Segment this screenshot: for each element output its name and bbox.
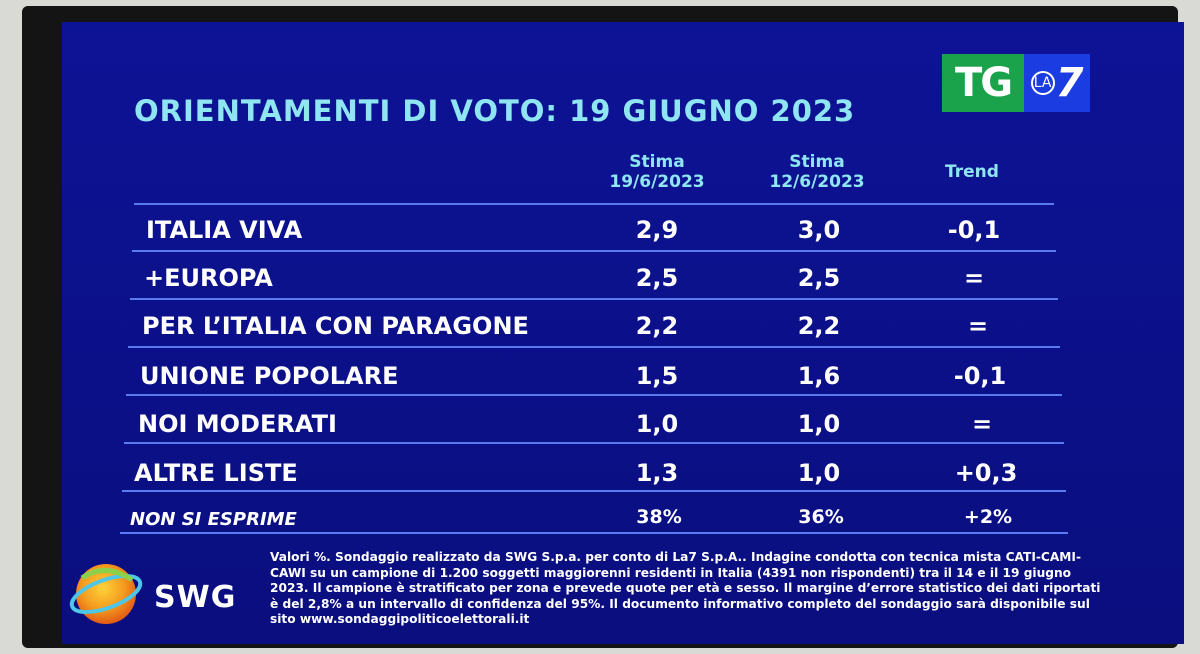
column-header-previous: Stima 12/6/2023 (742, 152, 892, 192)
table-cell-previous: 2,2 (797, 312, 841, 340)
table-cell-trend: = (963, 264, 985, 292)
table-row-label: PER L’ITALIA CON PARAGONE (142, 312, 529, 340)
table-row-label: +EUROPA (144, 264, 273, 292)
column-header-current-date: 19/6/2023 (609, 172, 705, 192)
row-separator (120, 532, 1068, 534)
row-separator (124, 442, 1064, 444)
table-cell-current: 2,9 (635, 216, 679, 244)
table-cell-previous: 1,6 (797, 362, 841, 390)
column-header-current-label: Stima (629, 152, 685, 172)
la7-logo: LA 7 (1024, 54, 1090, 112)
non-si-esprime-previous: 36% (798, 506, 844, 528)
methodology-note: Valori %. Sondaggio realizzato da SWG S.… (270, 550, 1101, 626)
non-si-esprime-trend: +2% (963, 506, 1013, 528)
la7-logo-seven: 7 (1055, 60, 1084, 106)
globe-icon (69, 564, 143, 624)
row-separator (130, 298, 1058, 300)
poll-screen: ORIENTAMENTI DI VOTO: 19 GIUGNO 2023 TG … (62, 22, 1184, 644)
row-separator (128, 346, 1060, 348)
non-si-esprime-current: 38% (636, 506, 682, 528)
swg-logo-text: SWG (154, 580, 237, 615)
table-row-label: UNIONE POPOLARE (140, 362, 399, 390)
non-si-esprime-label: NON SI ESPRIME (130, 509, 297, 530)
tv-frame: ORIENTAMENTI DI VOTO: 19 GIUGNO 2023 TG … (22, 6, 1184, 648)
table-cell-trend: +0,3 (954, 459, 1018, 487)
column-header-trend: Trend (945, 162, 999, 182)
table-cell-current: 1,0 (635, 410, 679, 438)
la7-logo-la: LA (1030, 71, 1055, 95)
table-row-label: ITALIA VIVA (146, 216, 303, 244)
table-cell-previous: 2,5 (797, 264, 841, 292)
row-separator (134, 203, 1054, 205)
column-header-previous-label: Stima (789, 152, 845, 172)
table-cell-current: 2,2 (635, 312, 679, 340)
table-cell-previous: 1,0 (797, 410, 841, 438)
table-cell-current: 2,5 (635, 264, 679, 292)
table-row-label: NOI MODERATI (138, 410, 337, 438)
table-cell-previous: 3,0 (797, 216, 841, 244)
table-cell-previous: 1,0 (797, 459, 841, 487)
tg-logo: TG (942, 54, 1024, 112)
row-separator (122, 490, 1066, 492)
table-cell-current: 1,5 (635, 362, 679, 390)
row-separator (132, 250, 1056, 252)
row-separator (126, 394, 1062, 396)
table-cell-trend: = (971, 410, 993, 438)
table-cell-trend: -0,1 (953, 362, 1007, 390)
table-cell-current: 1,3 (635, 459, 679, 487)
column-header-current: Stima 19/6/2023 (582, 152, 732, 192)
page-title: ORIENTAMENTI DI VOTO: 19 GIUGNO 2023 (134, 94, 856, 128)
table-cell-trend: -0,1 (947, 216, 1001, 244)
table-cell-trend: = (967, 312, 989, 340)
column-header-previous-date: 12/6/2023 (769, 172, 865, 192)
table-row-label: ALTRE LISTE (134, 459, 298, 487)
